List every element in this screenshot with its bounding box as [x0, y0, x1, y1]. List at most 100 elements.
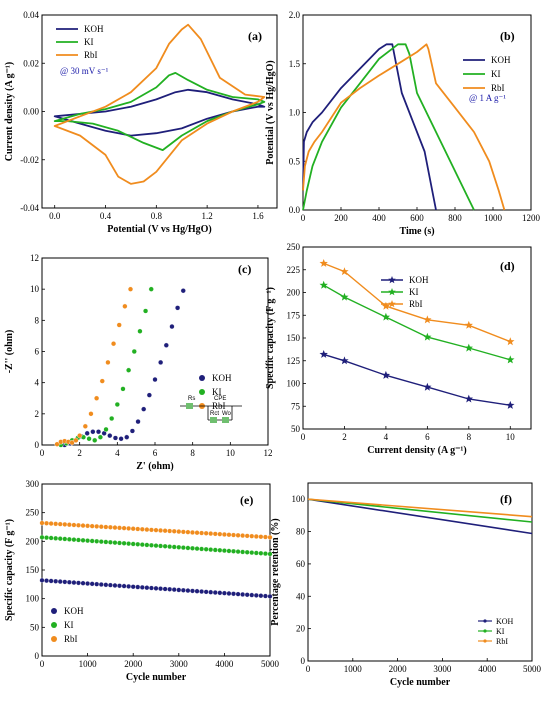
series-line-KOH: [302, 43, 437, 211]
data-point: [180, 587, 186, 593]
y-tick-label: 60: [296, 559, 306, 569]
data-point: [203, 530, 209, 536]
y-tick-label: 1.0: [289, 108, 301, 118]
data-point-star: [340, 267, 349, 276]
plot-frame: [41, 14, 278, 209]
data-point: [53, 521, 59, 527]
data-point: [76, 522, 81, 528]
data-point: [262, 534, 268, 540]
data-point: [62, 536, 68, 542]
data-point: [153, 543, 159, 549]
x-tick-label: 6: [425, 432, 430, 442]
data-point: [148, 542, 154, 548]
data-point: [66, 579, 72, 585]
x-tick-label: 4000: [478, 664, 497, 674]
data-point: [153, 527, 159, 533]
data-point: [54, 441, 60, 447]
data-point: [194, 530, 200, 536]
data-point: [129, 428, 136, 434]
circuit-resistor-rs: [186, 403, 193, 409]
data-point: [253, 550, 259, 556]
data-point: [107, 582, 113, 588]
data-point: [148, 585, 154, 591]
data-point: [162, 543, 168, 549]
circuit-label-rct: Rct: [210, 411, 219, 417]
data-point: [144, 585, 150, 591]
data-point: [226, 548, 232, 554]
panel-b: 0 200 400 600 800 1000 1200 0.0 0.5 1.0 1.5 2.0 Time…: [265, 10, 541, 237]
series-line-KI: [307, 498, 533, 523]
data-point: [175, 305, 181, 311]
x-tick-label: 0: [301, 432, 306, 442]
panel-d: 0 2 4 6 8 10 50 75 100 125 150 175 200 225 250 Current …: [265, 242, 532, 456]
data-point: [158, 527, 164, 533]
x-tick-label: 0: [40, 448, 45, 458]
data-point: [85, 581, 91, 586]
y-tick-label: 100: [287, 379, 301, 389]
data-point: [267, 534, 273, 540]
data-point: [169, 323, 175, 330]
legend-marker: [51, 622, 57, 628]
data-point: [167, 544, 173, 550]
x-tick-label: 1200: [522, 213, 541, 223]
data-point: [185, 529, 191, 535]
data-point: [212, 547, 218, 553]
data-point: [217, 547, 223, 553]
data-point: [235, 549, 241, 555]
legend-label: KI: [496, 627, 505, 636]
panel-e: 0 1000 2000 3000 4000 5000 0 50 100 150 200 250 300 C…: [4, 479, 280, 683]
data-point: [103, 582, 109, 588]
data-point: [146, 392, 152, 398]
x-tick-label: 1000: [79, 659, 98, 669]
series-line-KOH: [307, 498, 533, 535]
y-tick-label: 0.02: [23, 58, 39, 68]
data-point: [126, 583, 132, 589]
data-point: [208, 531, 214, 537]
x-axis-label: Time (s): [399, 226, 434, 237]
legend-marker: [51, 636, 57, 642]
data-point: [62, 579, 68, 585]
y-tick-label: 0: [301, 656, 306, 666]
data-point: [117, 525, 122, 531]
data-point: [126, 525, 132, 531]
legend-label: RbI: [496, 637, 508, 646]
data-point: [98, 524, 104, 530]
data-point: [107, 433, 113, 439]
x-tick-label: 4: [115, 448, 120, 458]
data-point: [167, 586, 173, 592]
legend-label: KOH: [212, 373, 232, 383]
data-point: [221, 548, 227, 554]
data-point: [80, 537, 86, 543]
y-tick-label: 250: [287, 242, 301, 252]
circuit-label-rs: Rs: [188, 396, 195, 402]
data-point-star: [388, 288, 396, 296]
x-tick-label: 600: [410, 213, 424, 223]
data-point: [112, 525, 118, 531]
x-tick-label: 5000: [261, 659, 280, 669]
data-point: [162, 528, 168, 534]
data-point: [153, 585, 159, 591]
data-point: [231, 591, 236, 597]
data-point: [98, 582, 104, 587]
circuit-label-cpe: CPE: [214, 396, 226, 402]
data-point: [44, 578, 50, 584]
data-point: [48, 535, 54, 541]
data-point: [95, 429, 102, 435]
x-tick-label: 1.2: [202, 211, 213, 221]
data-point: [39, 577, 45, 583]
data-point-star: [388, 276, 396, 284]
y-tick-label: 20: [296, 624, 306, 634]
data-point: [66, 522, 72, 528]
data-point: [121, 540, 127, 546]
data-point: [44, 520, 50, 526]
data-point: [94, 538, 100, 544]
data-point: [121, 525, 127, 531]
data-point: [221, 590, 227, 596]
data-point: [240, 591, 246, 597]
y-tick-label: 75: [291, 401, 301, 411]
current-density-annotation: @ 1 A g⁻¹: [469, 93, 506, 103]
legend-label: KOH: [496, 617, 514, 626]
data-point: [121, 583, 127, 589]
data-point-star: [388, 300, 396, 308]
legend-label: RbI: [491, 83, 505, 93]
